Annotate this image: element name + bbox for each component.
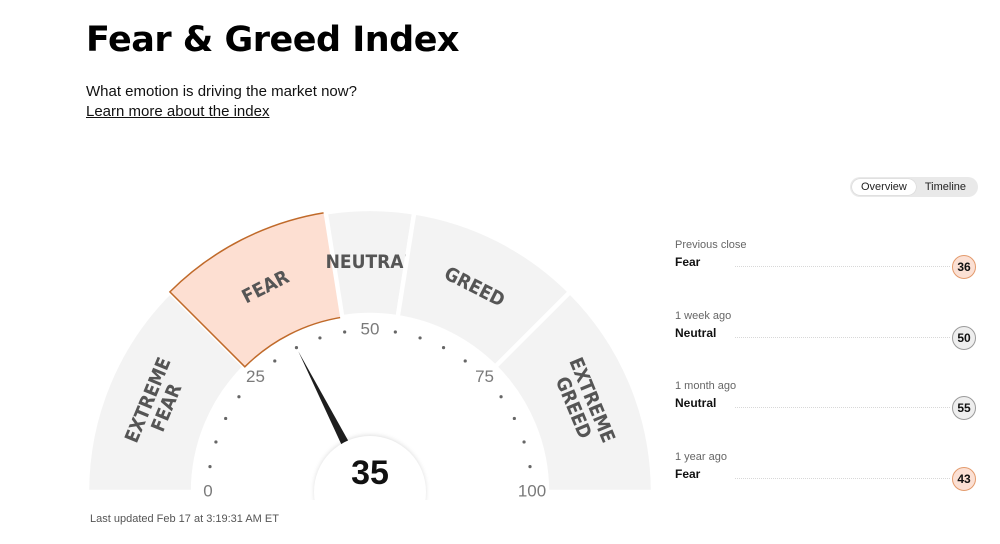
gauge-tick-dot: [499, 395, 503, 399]
gauge-tick-label-100: 100: [518, 481, 546, 500]
gauge-tick-dot: [208, 465, 212, 469]
overview-toggle-button[interactable]: Overview: [852, 179, 916, 195]
gauge-tick-dot: [512, 416, 516, 421]
gauge-label-neutral: NEUTRAL: [326, 251, 415, 273]
gauge-tick-dot: [294, 346, 299, 350]
dotted-divider: [735, 478, 950, 479]
gauge-tick-dot: [318, 336, 322, 340]
dotted-divider: [735, 266, 950, 267]
history-value-badge: 55: [952, 396, 976, 420]
learn-more-link[interactable]: Learn more about the index: [86, 103, 270, 120]
gauge-tick-dot: [273, 359, 277, 363]
gauge-segment-extreme-fear: [84, 288, 248, 495]
fear-greed-gauge: EXTREMEFEARFEARNEUTRALGREEDEXTREMEGREED0…: [84, 206, 656, 500]
gauge-tick-label-75: 75: [475, 367, 494, 386]
page-subtitle: What emotion is driving the market now?: [86, 83, 357, 100]
dotted-divider: [735, 407, 950, 408]
history-period: 1 year ago: [675, 451, 727, 463]
gauge-tick-dot: [463, 359, 467, 363]
gauge-tick-label-0: 0: [203, 481, 212, 500]
view-toggle: Overview Timeline: [850, 177, 978, 197]
gauge-tick-dot: [237, 395, 241, 399]
gauge-tick-dot: [441, 346, 446, 350]
gauge-value: 35: [351, 454, 389, 492]
history-rating: Neutral: [675, 326, 717, 340]
gauge-tick-dot: [224, 416, 228, 421]
history-value-badge: 50: [952, 326, 976, 350]
page-title: Fear & Greed Index: [86, 20, 460, 60]
history-item-1-week-ago: 1 week ago Neutral 50: [675, 307, 980, 357]
gauge-tick-dot: [522, 440, 526, 444]
history-period: Previous close: [675, 239, 747, 251]
gauge-tick-label-50: 50: [361, 319, 380, 338]
timeline-toggle-button[interactable]: Timeline: [924, 181, 967, 193]
history-period: 1 week ago: [675, 310, 732, 322]
gauge-tick-dot: [393, 330, 397, 334]
history-item-1-year-ago: 1 year ago Fear 43: [675, 448, 980, 498]
dotted-divider: [735, 337, 950, 338]
history-item-previous-close: Previous close Fear 36: [675, 236, 980, 286]
gauge-tick-label-25: 25: [246, 367, 265, 386]
history-period: 1 month ago: [675, 380, 737, 392]
last-updated-text: Last updated Feb 17 at 3:19:31 AM ET: [90, 513, 279, 525]
history-rating: Fear: [675, 255, 701, 269]
history-value-badge: 43: [952, 467, 976, 491]
gauge-hub: [314, 436, 426, 500]
history-rating: Neutral: [675, 396, 717, 410]
history-value-badge: 36: [952, 255, 976, 279]
gauge-tick-dot: [343, 330, 347, 334]
history-item-1-month-ago: 1 month ago Neutral 55: [675, 377, 980, 427]
history-rating: Fear: [675, 467, 701, 481]
gauge-tick-dot: [418, 336, 422, 340]
gauge-tick-dot: [528, 465, 532, 469]
gauge-segment-extreme-greed: [492, 288, 656, 495]
gauge-tick-dot: [214, 440, 218, 444]
